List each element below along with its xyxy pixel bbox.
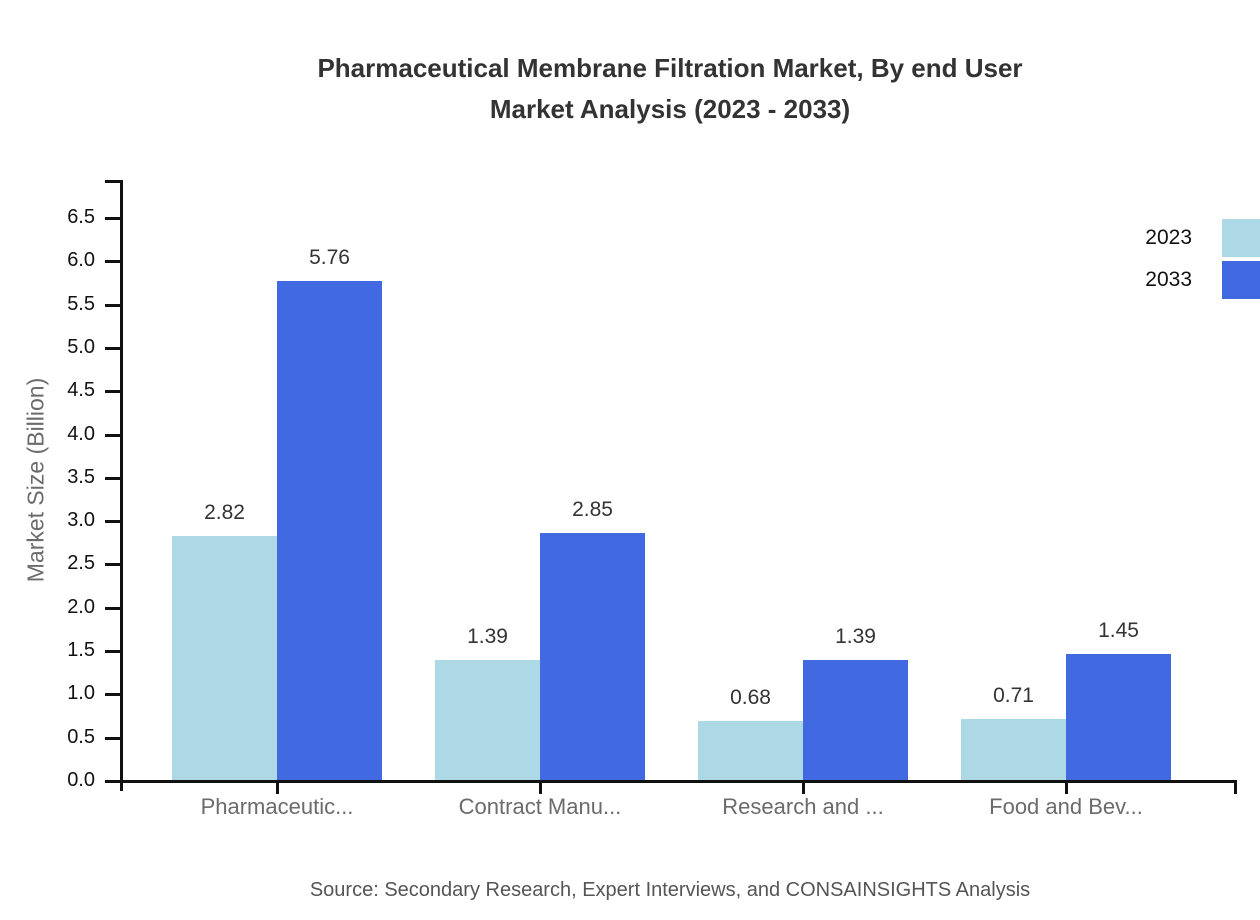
x-tick (539, 783, 542, 794)
legend-label-2033: 2033 (1145, 268, 1192, 291)
y-tick (105, 217, 120, 220)
y-tick-label: 2.5 (67, 552, 95, 575)
y-axis-title: Market Size (Billion) (22, 377, 49, 583)
y-tick (105, 780, 120, 783)
y-tick-label: 4.5 (67, 379, 95, 402)
y-tick-label: 4.0 (67, 422, 95, 445)
y-tick (105, 433, 120, 437)
y-axis-end-cap (105, 180, 120, 183)
bar-2033-1 (277, 281, 382, 780)
bar-2033-2 (540, 533, 645, 780)
y-tick-label: 3.5 (67, 465, 95, 488)
bar-value-label: 0.68 (730, 686, 771, 710)
legend: 2023 2033 (1145, 219, 1260, 299)
x-axis-line (120, 780, 1237, 783)
x-tick (1065, 783, 1068, 794)
bar-2023-2 (435, 659, 540, 780)
bar-value-label: 5.76 (309, 246, 350, 270)
y-tick-label: 0.5 (67, 725, 95, 748)
bar-value-label: 0.71 (993, 683, 1034, 707)
y-tick-label: 1.5 (67, 639, 95, 662)
y-tick-label: 5.5 (67, 292, 95, 315)
y-axis-line (120, 180, 123, 791)
y-tick (105, 563, 120, 567)
legend-row-2023: 2023 (1145, 219, 1260, 257)
bar-value-label: 1.39 (467, 624, 508, 648)
x-category-label: Research and ... (722, 794, 884, 819)
y-tick (105, 476, 120, 480)
bar-value-label: 2.85 (572, 498, 613, 522)
x-axis-end-cap (1234, 783, 1237, 794)
chart-title-line2: Market Analysis (2023 - 2033) (489, 94, 851, 124)
bar-value-label: 1.45 (1098, 619, 1139, 643)
y-tick (105, 520, 120, 524)
y-tick (105, 303, 120, 307)
legend-swatch-2023 (1222, 219, 1260, 257)
bar-2023-4 (961, 718, 1066, 780)
x-tick (276, 783, 279, 794)
y-tick-label: 0.0 (67, 769, 95, 791)
legend-label-2023: 2023 (1145, 226, 1192, 249)
bar-2033-4 (1066, 654, 1171, 780)
y-tick-label: 1.0 (67, 682, 95, 705)
x-tick (802, 783, 805, 794)
y-tick (105, 390, 120, 394)
source-note: Source: Secondary Research, Expert Inter… (309, 879, 1031, 901)
chart-title: Pharmaceutical Membrane Filtration Marke… (80, 48, 1260, 130)
y-tick-label: 5.0 (67, 335, 95, 358)
y-tick (105, 650, 120, 654)
bar-value-label: 1.39 (835, 624, 876, 648)
legend-swatch-2033 (1222, 261, 1260, 299)
y-tick (105, 736, 120, 740)
y-tick (105, 346, 120, 350)
bar-2033-3 (803, 659, 908, 780)
y-tick (105, 693, 120, 697)
y-tick-label: 6.5 (67, 206, 95, 228)
bar-2023-1 (172, 535, 277, 780)
y-tick-label: 2.0 (67, 595, 95, 618)
y-tick-label: 3.0 (67, 509, 95, 532)
bar-value-label: 2.82 (204, 500, 245, 524)
x-category-label: Contract Manu... (458, 794, 622, 819)
chart-title-line1: Pharmaceutical Membrane Filtration Marke… (317, 53, 1023, 83)
y-tick (105, 260, 120, 264)
x-category-label: Food and Bev... (989, 794, 1143, 819)
y-tick-label: 6.0 (67, 249, 95, 272)
y-tick (105, 606, 120, 610)
bar-2023-3 (698, 721, 803, 780)
x-category-label: Pharmaceutic... (200, 794, 354, 819)
legend-row-2033: 2033 (1145, 261, 1260, 299)
